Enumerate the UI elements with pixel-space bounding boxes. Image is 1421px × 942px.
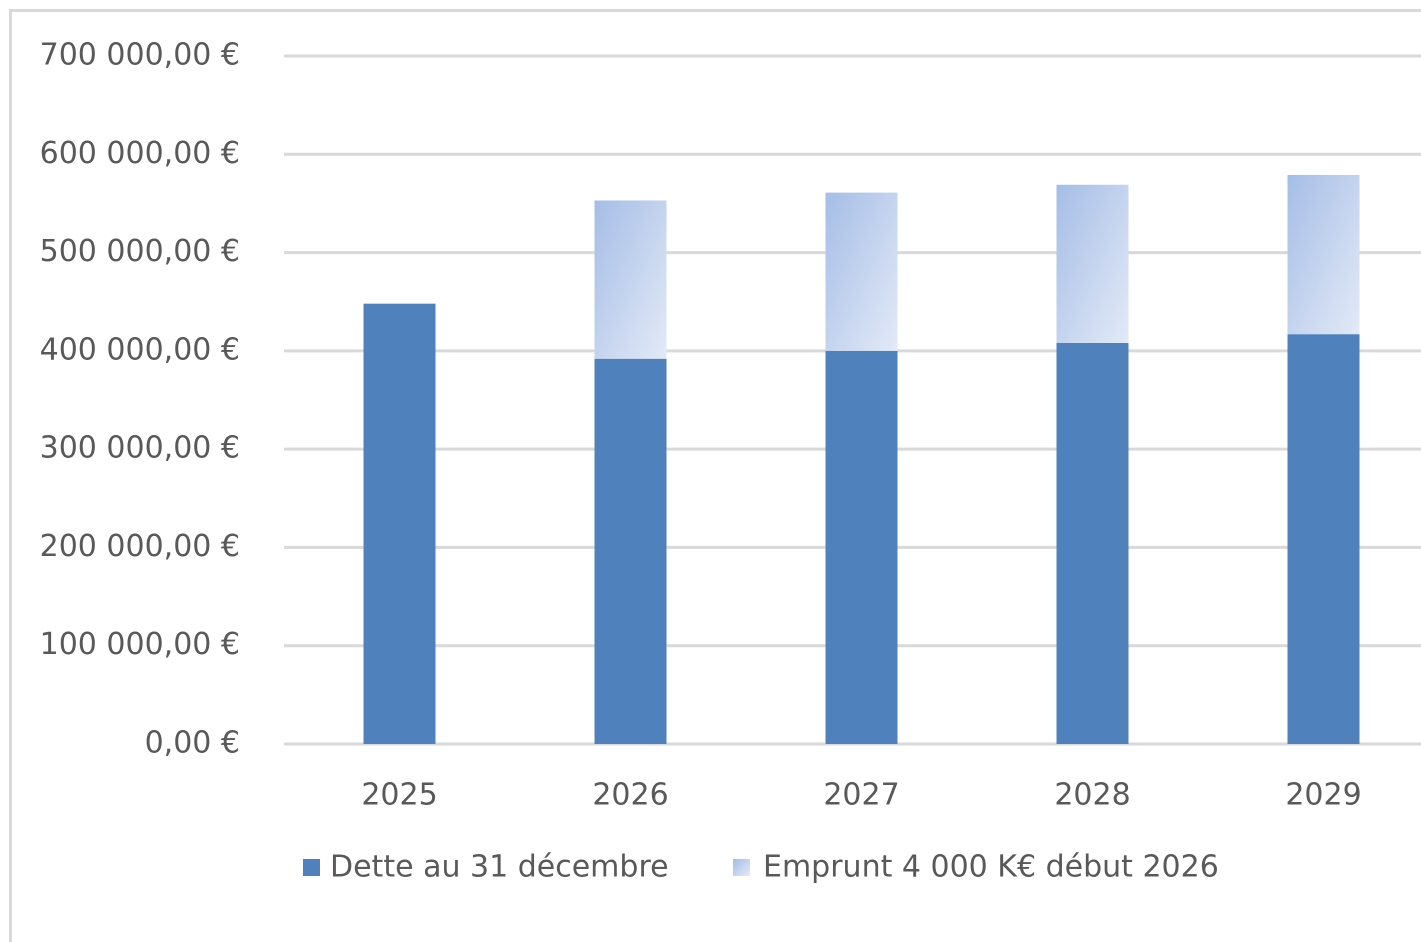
y-tick-label: 700 000,00 €: [40, 38, 240, 73]
bar-segment: [825, 192, 898, 351]
y-tick-label: 300 000,00 €: [40, 431, 240, 466]
bar-segment: [1056, 342, 1129, 744]
bar-segment: [825, 350, 898, 744]
legend-label: Emprunt 4 000 K€ début 2026: [763, 850, 1219, 885]
y-tick-label: 600 000,00 €: [40, 136, 240, 171]
y-tick-label: 400 000,00 €: [40, 332, 240, 367]
x-tick-label: 2026: [592, 778, 668, 813]
bar-segment: [363, 303, 436, 744]
bar-segment: [1056, 184, 1129, 343]
bar-segment: [1287, 334, 1360, 744]
y-tick-label: 500 000,00 €: [40, 234, 240, 269]
y-tick-label: 0,00 €: [145, 726, 240, 761]
y-tick-label: 200 000,00 €: [40, 529, 240, 564]
x-tick-label: 2027: [823, 778, 899, 813]
legend-swatch: [733, 859, 750, 876]
bar-segment: [1287, 174, 1360, 335]
x-tick-label: 2025: [361, 778, 437, 813]
legend-label: Dette au 31 décembre: [330, 850, 669, 885]
y-tick-label: 100 000,00 €: [40, 627, 240, 662]
legend-swatch: [303, 859, 320, 876]
chart-frame: [9, 9, 1421, 942]
x-tick-label: 2028: [1054, 778, 1130, 813]
x-tick-label: 2029: [1285, 778, 1361, 813]
bar-segment: [594, 358, 667, 744]
bar-segment: [594, 200, 667, 359]
